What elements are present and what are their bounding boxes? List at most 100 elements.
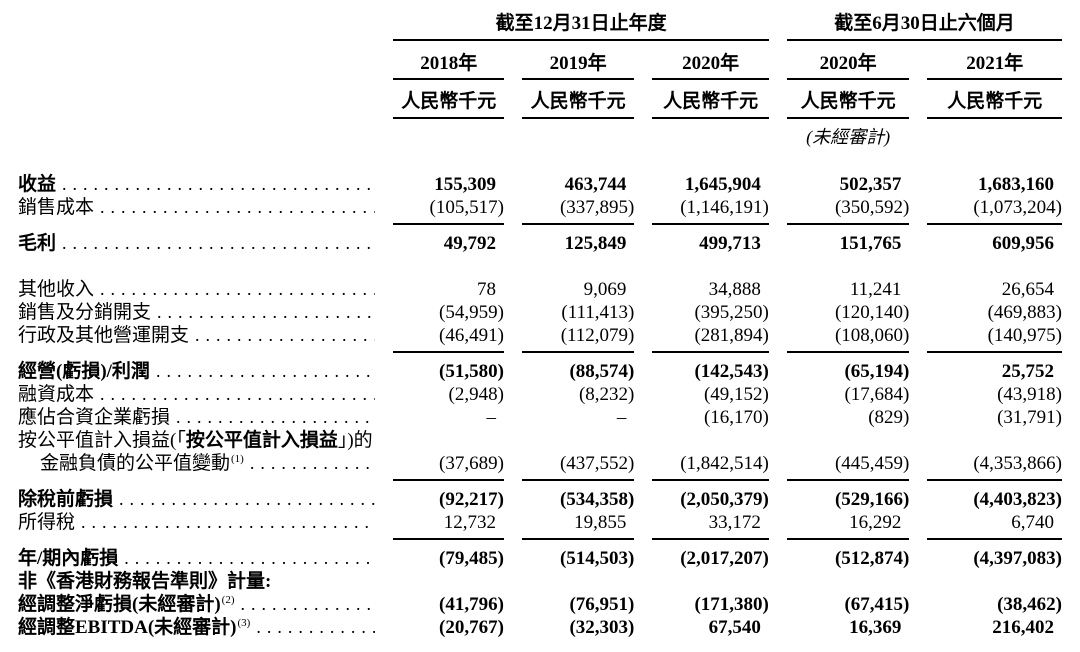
cell-value: (337,895) (521, 196, 635, 225)
dot-leader: ........................................… (81, 512, 376, 532)
table-row-adjusted-net-loss: 經調整淨虧損(未經審計)(2).........................… (18, 593, 1062, 616)
unit-label: 人民幣千元 (521, 80, 635, 119)
unaudited-note: (未經審計) (806, 127, 891, 147)
row-label: 毛利......................................… (18, 225, 375, 255)
cell-value: (43,918) (997, 384, 1062, 405)
dot-leader: ........................................… (100, 279, 375, 299)
cell-value: (140,975) (927, 324, 1062, 353)
table-body: 收益......................................… (18, 173, 1062, 639)
cell-value: (281,894) (652, 324, 769, 353)
cell-value (393, 429, 503, 452)
cell-value: (437,552) (521, 452, 635, 481)
dot-leader: ........................................… (195, 325, 375, 345)
unaudited-row: (未經審計) (18, 119, 1062, 173)
cell-value: (1,842,514) (652, 452, 769, 481)
row-label: 銷售成本....................................… (18, 196, 375, 219)
row-label: 融資成本....................................… (18, 383, 375, 406)
cell-value: 1,645,904 (684, 174, 761, 195)
cell-value: (2,948) (448, 384, 504, 405)
dot-leader: ........................................… (249, 453, 376, 473)
row-label: 所得稅.....................................… (18, 511, 375, 534)
cell-value: (469,883) (987, 302, 1062, 323)
period-group-annual: 截至12月31日止年度 (393, 8, 769, 41)
cell-value: (1,073,204) (927, 196, 1062, 225)
row-label-text: 經營(虧損)/利潤 (18, 361, 150, 382)
table-row-income-tax: 所得稅.....................................… (18, 511, 1062, 540)
dot-leader: ........................................… (240, 594, 375, 614)
dot-leader: ........................................… (176, 407, 376, 427)
cell-value: (829) (868, 407, 910, 428)
cell-value: (88,574) (569, 361, 635, 382)
cell-value: 67,540 (708, 617, 761, 638)
cell-value (927, 429, 1062, 452)
table-row-finance-costs: 融資成本....................................… (18, 383, 1062, 406)
cell-value (652, 429, 769, 452)
footnote-marker: (3) (237, 616, 251, 629)
row-label: 除稅前虧損...................................… (18, 481, 375, 511)
table-row-gross-profit: 毛利......................................… (18, 225, 1062, 255)
cell-value: 19,855 (521, 511, 635, 540)
cell-value: (350,592) (786, 196, 910, 225)
cell-value (787, 429, 910, 452)
row-label: 經調整EBITDA(未經審計)(3)......................… (18, 616, 375, 639)
cell-value: (37,689) (393, 452, 504, 481)
dot-leader: ........................................… (124, 548, 376, 568)
row-label: 經調整淨虧損(未經審計)(2).........................… (18, 593, 375, 616)
cell-value: (92,217) (439, 489, 504, 510)
table-row-fvtpl-label-line: 按公平值計入損益(「按公平值計入損益」)的 (18, 429, 1062, 452)
row-label: 年/期內虧損..................................… (18, 540, 375, 570)
cell-value: 25,752 (1001, 361, 1054, 382)
row-label-text: 按公平值計入損益(「 (18, 430, 186, 451)
cell-value: (445,459) (786, 452, 910, 481)
cell-value: (108,060) (786, 324, 910, 353)
cell-value: (2,050,379) (680, 489, 769, 510)
row-label-text: 年/期內虧損 (18, 548, 119, 569)
cell-value: (514,503) (559, 548, 635, 569)
cell-value: (46,491) (393, 324, 504, 353)
row-label-text: 經調整EBITDA(未經審計) (18, 617, 237, 638)
cell-value: 499,713 (699, 233, 761, 254)
cell-value: 16,292 (786, 511, 910, 540)
cell-value: 151,765 (839, 233, 902, 254)
row-label: 銷售及分銷開支.................................… (18, 301, 375, 324)
cell-value: 216,402 (992, 617, 1054, 638)
unit-row: 人民幣千元 人民幣千元 人民幣千元 人民幣千元 人民幣千元 (18, 80, 1062, 119)
table-row-non-hkfrs-measures: 非《香港財務報告準則》計量: (18, 570, 1062, 593)
cell-value: 502,357 (839, 174, 902, 195)
cell-value: (79,485) (439, 548, 504, 569)
unit-label: 人民幣千元 (652, 80, 769, 119)
table-row-loss-for-year-period: 年/期內虧損..................................… (18, 540, 1062, 570)
cell-value (652, 570, 769, 593)
row-label-text: 所得稅 (18, 512, 76, 533)
dot-leader: ........................................… (256, 617, 375, 637)
table-row-other-income: 其他收入....................................… (18, 255, 1062, 301)
table-row-operating-loss-profit: 經營(虧損)/利潤...............................… (18, 353, 1062, 383)
cell-value: (4,397,083) (973, 548, 1062, 569)
table-row-adjusted-ebitda: 經調整EBITDA(未經審計)(3)......................… (18, 616, 1062, 639)
cell-value: 33,172 (652, 511, 769, 540)
dot-leader: ........................................… (100, 384, 375, 404)
cell-value: 34,888 (708, 279, 761, 300)
dot-leader: ........................................… (100, 197, 375, 217)
cell-value: 11,241 (849, 279, 902, 300)
unit-label: 人民幣千元 (927, 80, 1062, 119)
footnote-marker: (2) (221, 593, 235, 606)
cell-value: (105,517) (393, 196, 504, 225)
row-label-text: 融資成本 (18, 384, 95, 405)
table-row-cost-of-sales: 銷售成本....................................… (18, 196, 1062, 225)
row-label-text: 其他收入 (18, 279, 95, 300)
row-label-text: 除稅前虧損 (18, 489, 114, 510)
period-group-interim: 截至6月30日止六個月 (786, 8, 1062, 41)
row-label: 收益......................................… (18, 173, 375, 196)
year-col-2021: 2021年 (927, 41, 1062, 80)
cell-value: (67,415) (844, 594, 910, 615)
unit-label: 人民幣千元 (786, 80, 910, 119)
cell-value: – (616, 407, 627, 428)
cell-value: 26,654 (1001, 279, 1054, 300)
label-column-header (18, 8, 375, 41)
row-label: 非《香港財務報告準則》計量: (18, 570, 375, 593)
cell-value: (111,413) (561, 302, 635, 323)
table-row-revenue: 收益......................................… (18, 173, 1062, 196)
cell-value: (1,146,191) (652, 196, 769, 225)
dot-leader: ........................................… (62, 233, 376, 253)
